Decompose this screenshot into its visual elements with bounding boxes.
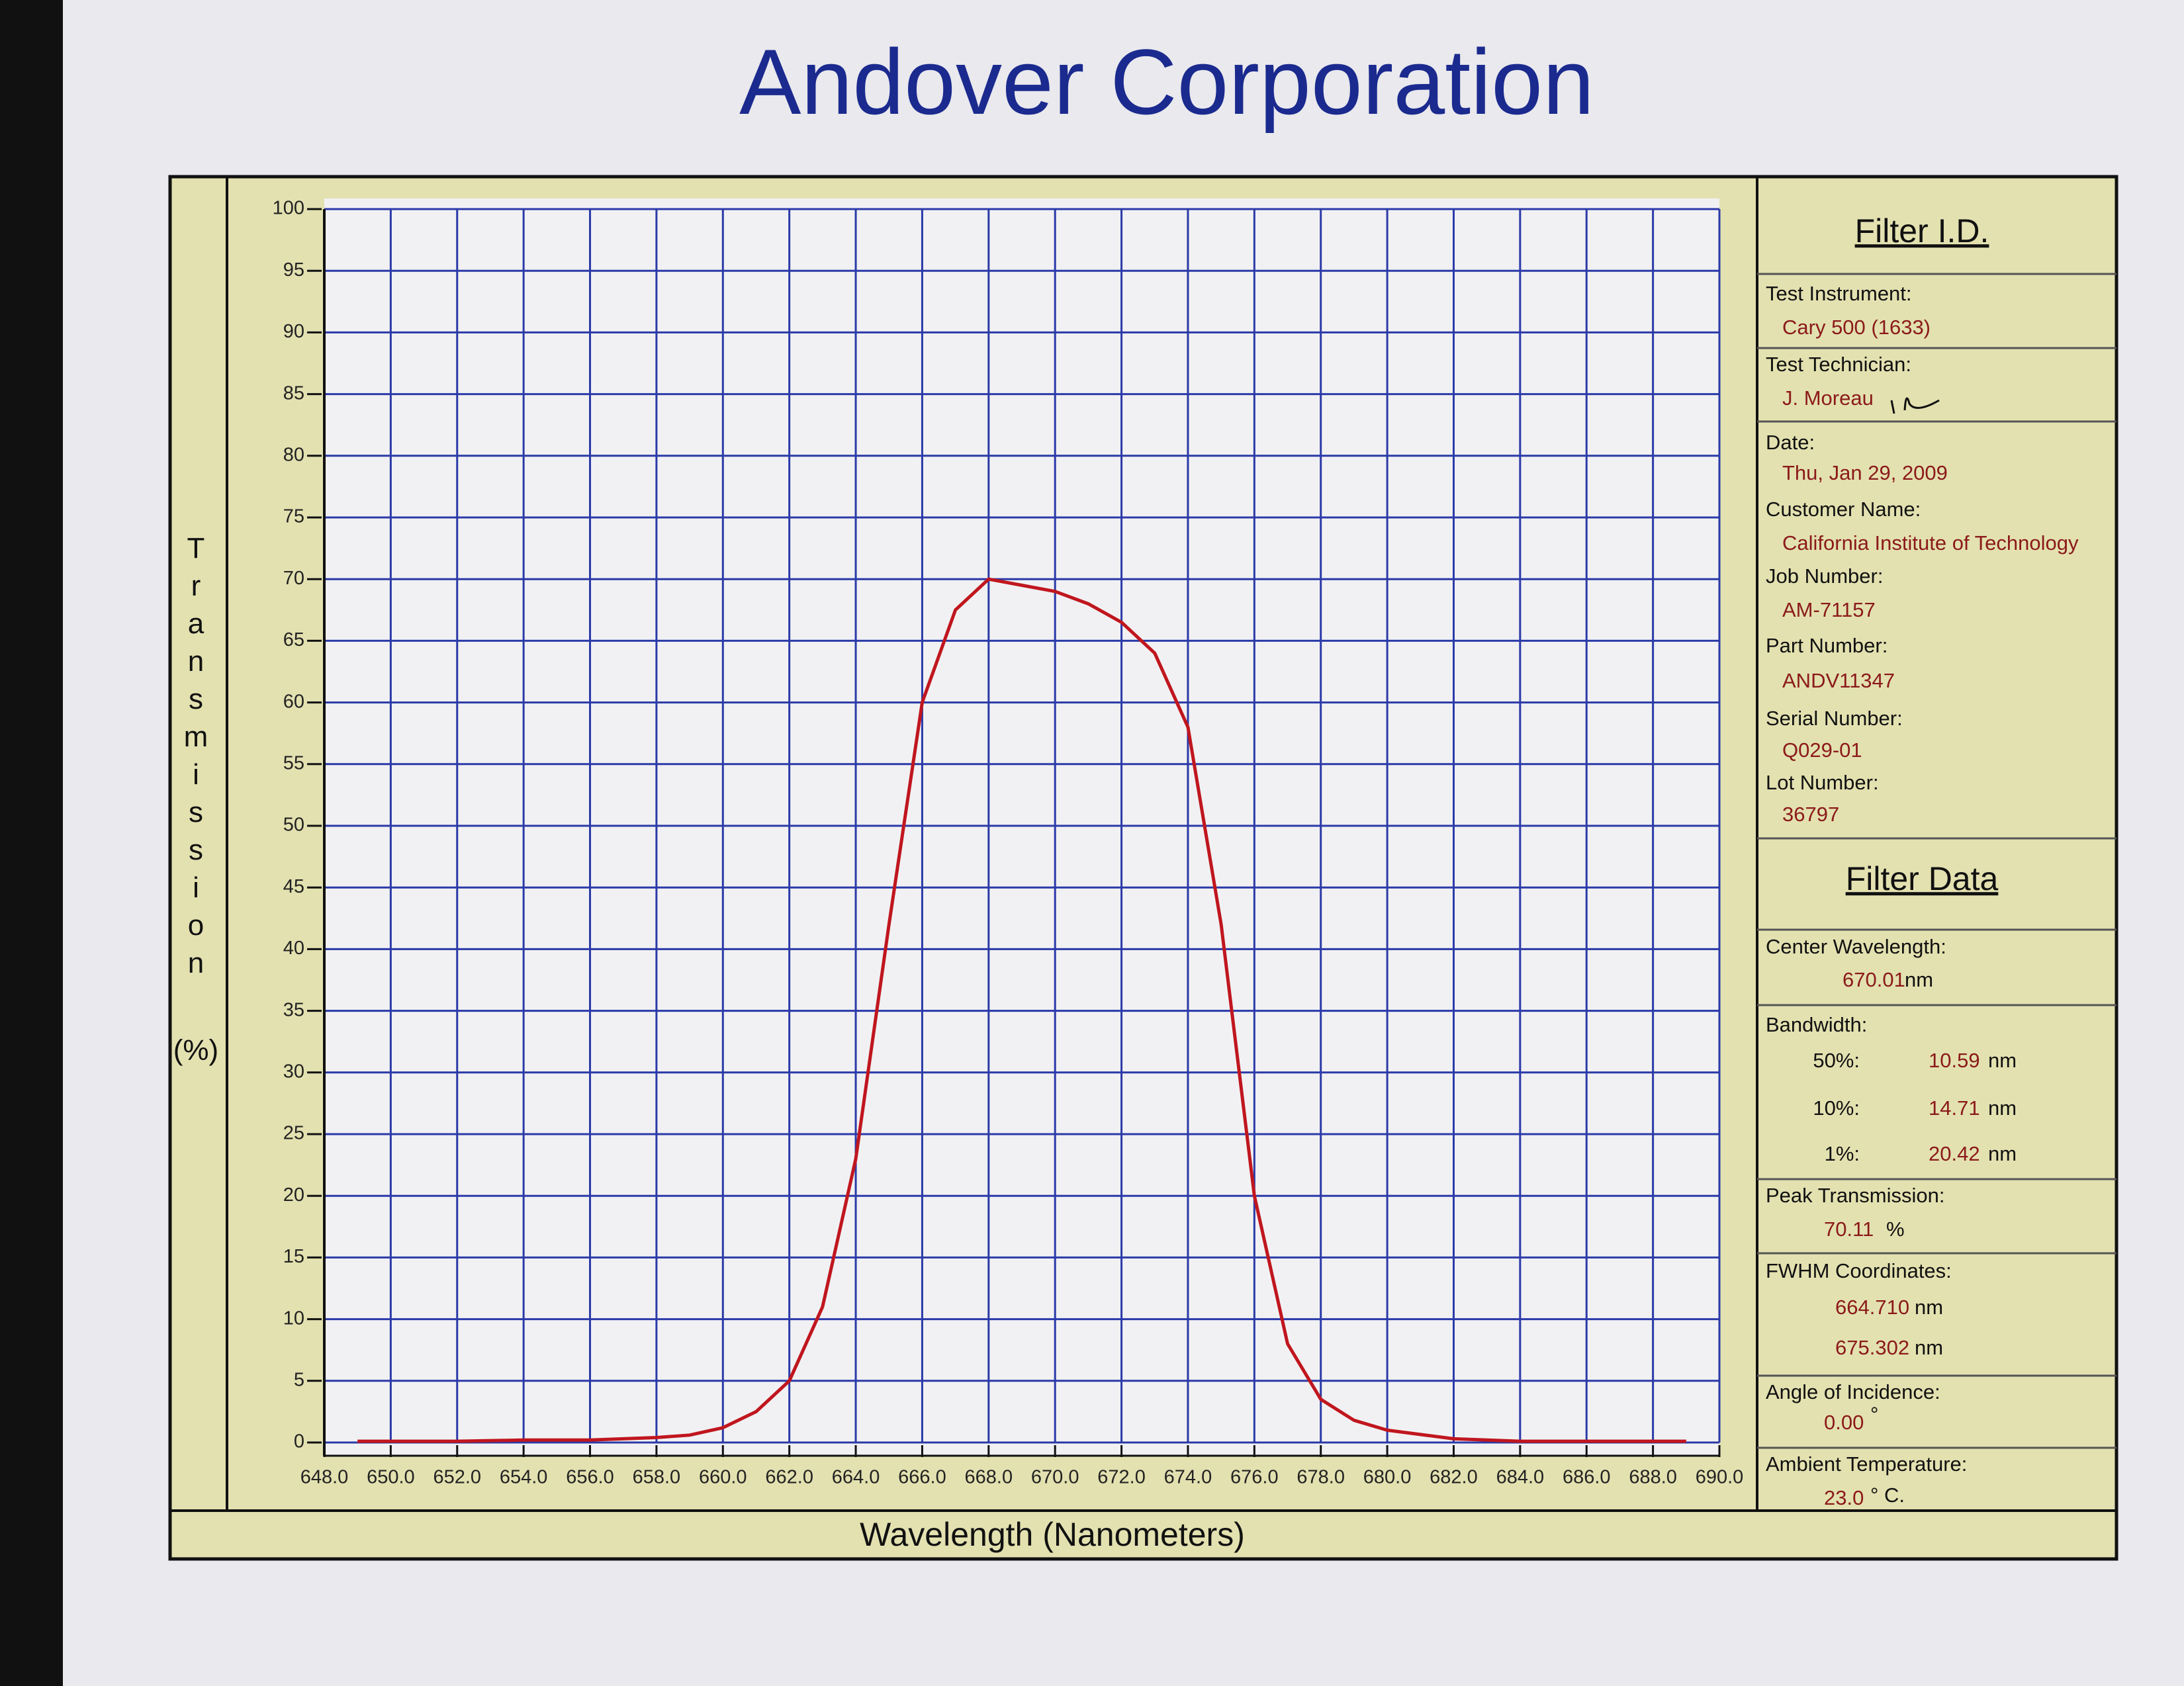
field-value: 664.710: [1835, 1296, 1909, 1319]
field-label: Ambient Temperature:: [1766, 1452, 1967, 1476]
x-tick-label: 684.0: [1496, 1467, 1545, 1488]
panel-heading: Filter Data: [1846, 860, 1999, 897]
panel-heading: Filter I.D.: [1855, 212, 1989, 249]
field-label: °: [1870, 1403, 1878, 1426]
field-label: Lot Number:: [1766, 771, 1879, 794]
y-tick-label: 5: [294, 1369, 304, 1390]
field-label: %: [1886, 1218, 1905, 1241]
y-tick-label: 50: [283, 815, 304, 836]
x-tick-label: 664.0: [832, 1467, 880, 1488]
field-value: California Institute of Technology: [1782, 531, 2079, 555]
y-tick-label: 10: [283, 1308, 304, 1329]
x-tick-label: 676.0: [1230, 1467, 1279, 1488]
field-value: 675.302: [1835, 1336, 1909, 1359]
field-label: 1%:: [1825, 1142, 1860, 1165]
field-value: AM-71157: [1782, 598, 1876, 621]
y-tick-label: 80: [283, 444, 304, 465]
field-label: Date:: [1766, 431, 1815, 454]
x-tick-label: 654.0: [500, 1467, 548, 1488]
x-tick-label: 682.0: [1430, 1467, 1478, 1488]
field-value: 10.59: [1929, 1049, 1980, 1072]
x-tick-label: 670.0: [1031, 1467, 1079, 1488]
field-value: 20.42: [1929, 1142, 1980, 1165]
field-label: Part Number:: [1766, 634, 1888, 657]
field-value: J. Moreau: [1782, 386, 1874, 410]
field-value: Thu, Jan 29, 2009: [1782, 461, 1948, 484]
chart-title: Andover Corporation: [739, 30, 1594, 134]
field-label: ° C.: [1870, 1484, 1905, 1507]
y-tick-label: 25: [283, 1123, 304, 1144]
field-label: Angle of Incidence:: [1766, 1380, 1940, 1403]
field-label: nm: [1988, 1096, 2017, 1120]
field-label: 50%:: [1813, 1049, 1860, 1072]
y-tick-label: 90: [283, 321, 304, 342]
x-tick-label: 672.0: [1097, 1467, 1146, 1488]
y-tick-label: 15: [283, 1246, 304, 1267]
x-tick-label: 652.0: [433, 1467, 481, 1488]
y-axis-unit: (%): [173, 1034, 218, 1067]
field-value: 36797: [1782, 803, 1839, 826]
y-tick-label: 45: [283, 876, 304, 897]
y-tick-label: 95: [283, 259, 304, 281]
x-tick-label: 690.0: [1696, 1467, 1744, 1488]
x-tick-label: 686.0: [1563, 1467, 1611, 1488]
field-label: nm: [1988, 1049, 2017, 1072]
field-value: Cary 500 (1633): [1782, 316, 1931, 339]
field-label: Customer Name:: [1766, 498, 1921, 521]
field-label: nm: [1915, 1336, 1943, 1359]
field-label: 10%:: [1813, 1096, 1860, 1120]
field-label: Test Instrument:: [1766, 282, 1912, 305]
x-tick-label: 680.0: [1363, 1467, 1412, 1488]
field-value: 670.01: [1843, 968, 1905, 991]
field-value: 23.0: [1824, 1486, 1864, 1509]
field-value: ANDV11347: [1782, 669, 1895, 692]
field-label: Peak Transmission:: [1766, 1184, 1945, 1207]
x-tick-label: 662.0: [765, 1467, 813, 1488]
field-label: nm: [1988, 1142, 2017, 1165]
x-axis-label: Wavelength (Nanometers): [860, 1516, 1245, 1553]
field-label: Test Technician:: [1766, 353, 1911, 376]
x-tick-label: 656.0: [566, 1467, 614, 1488]
x-tick-label: 666.0: [898, 1467, 946, 1488]
y-tick-label: 40: [283, 938, 304, 959]
y-tick-label: 85: [283, 382, 304, 404]
y-tick-label: 30: [283, 1061, 304, 1082]
y-tick-label: 55: [283, 752, 304, 774]
field-label: Job Number:: [1766, 564, 1883, 588]
y-tick-label: 20: [283, 1184, 304, 1206]
x-tick-label: 678.0: [1297, 1467, 1345, 1488]
x-tick-label: 688.0: [1629, 1467, 1677, 1488]
x-tick-label: 658.0: [633, 1467, 681, 1488]
y-tick-label: 75: [283, 506, 304, 527]
x-tick-label: 668.0: [965, 1467, 1013, 1488]
y-tick-label: 60: [283, 691, 304, 712]
x-tick-label: 674.0: [1164, 1467, 1212, 1488]
field-value: 70.11: [1824, 1218, 1874, 1241]
plot-area: [324, 199, 1719, 1456]
field-label: nm: [1915, 1296, 1943, 1319]
x-tick-label: 660.0: [699, 1467, 747, 1488]
field-label: FWHM Coordinates:: [1766, 1259, 1952, 1282]
scan-edge: [0, 0, 63, 1686]
y-tick-label: 70: [283, 568, 304, 589]
data-line: [357, 577, 1686, 1443]
x-tick-label: 648.0: [300, 1467, 349, 1488]
y-tick-label: 100: [273, 198, 304, 219]
y-tick-label: 65: [283, 629, 304, 650]
field-label: Center Wavelength:: [1766, 935, 1946, 958]
field-value: 0.00: [1824, 1411, 1864, 1434]
field-label: Serial Number:: [1766, 707, 1903, 730]
x-tick-label: 650.0: [367, 1467, 415, 1488]
field-value: Q029-01: [1782, 738, 1862, 762]
y-tick-label: 0: [294, 1431, 304, 1452]
signature: [1890, 397, 1940, 414]
y-tick-label: 35: [283, 999, 304, 1020]
field-label: Bandwidth:: [1766, 1013, 1867, 1036]
field-value: 14.71: [1929, 1096, 1980, 1120]
field-label: nm: [1905, 968, 1933, 991]
